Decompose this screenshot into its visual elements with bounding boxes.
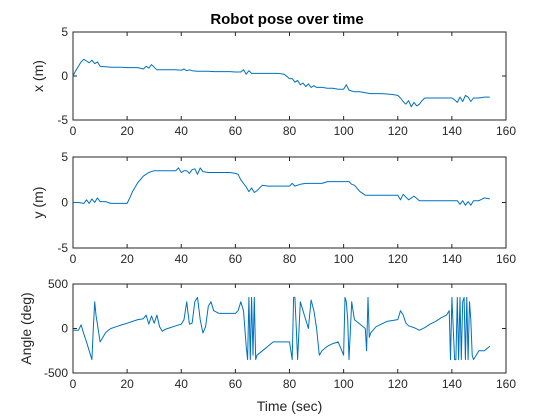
x-tick-label: 20 bbox=[120, 124, 134, 138]
x-tick-label: 20 bbox=[120, 252, 134, 266]
x-tick-label: 60 bbox=[229, 252, 243, 266]
x-tick-label: 160 bbox=[496, 124, 516, 138]
axes-frame-x bbox=[72, 31, 507, 121]
y-axis-label-x: x (m) bbox=[30, 60, 46, 92]
y-tick-label: 500 bbox=[48, 277, 68, 291]
y-tick-label: 0 bbox=[61, 322, 68, 336]
y-tick-label: 0 bbox=[61, 69, 68, 83]
x-tick-label: 100 bbox=[334, 252, 354, 266]
x-tick-label: 0 bbox=[70, 377, 77, 391]
x-tick-label: 60 bbox=[229, 124, 243, 138]
x-tick-label: 120 bbox=[388, 377, 408, 391]
series-line-angle bbox=[73, 296, 491, 361]
x-tick-label: 140 bbox=[442, 252, 462, 266]
y-tick-label: -5 bbox=[57, 113, 68, 127]
x-tick-label: 160 bbox=[496, 252, 516, 266]
x-tick-label: 80 bbox=[283, 252, 297, 266]
axes-frame-y bbox=[72, 156, 507, 249]
x-tick-label: 120 bbox=[388, 124, 408, 138]
x-tick-label: 100 bbox=[334, 124, 354, 138]
y-tick-label: -5 bbox=[57, 241, 68, 255]
x-tick-label: 40 bbox=[175, 124, 189, 138]
x-tick-label: 40 bbox=[175, 252, 189, 266]
x-tick-label: 140 bbox=[442, 124, 462, 138]
y-axis-label-angle: Angle (deg) bbox=[18, 292, 34, 364]
x-tick-label: 60 bbox=[229, 377, 243, 391]
y-tick-label: 5 bbox=[61, 150, 68, 164]
axes-frame-angle bbox=[72, 283, 507, 374]
x-tick-label: 20 bbox=[120, 377, 134, 391]
y-axis-label-y: y (m) bbox=[30, 187, 46, 219]
x-tick-label: 100 bbox=[334, 377, 354, 391]
y-tick-label: -500 bbox=[44, 366, 68, 380]
series-line-x bbox=[72, 58, 490, 108]
y-tick-label: 0 bbox=[61, 196, 68, 210]
x-tick-label: 140 bbox=[442, 377, 462, 391]
x-tick-label: 120 bbox=[388, 252, 408, 266]
x-axis-label: Time (sec) bbox=[257, 398, 323, 414]
x-tick-label: 0 bbox=[70, 124, 77, 138]
x-tick-label: 160 bbox=[496, 377, 516, 391]
series-line-y bbox=[73, 167, 490, 206]
x-tick-label: 80 bbox=[283, 124, 297, 138]
y-tick-label: 5 bbox=[61, 25, 68, 39]
x-tick-label: 40 bbox=[175, 377, 189, 391]
x-tick-label: 0 bbox=[70, 252, 77, 266]
chart-title: Robot pose over time bbox=[210, 11, 363, 28]
x-tick-label: 80 bbox=[283, 377, 297, 391]
